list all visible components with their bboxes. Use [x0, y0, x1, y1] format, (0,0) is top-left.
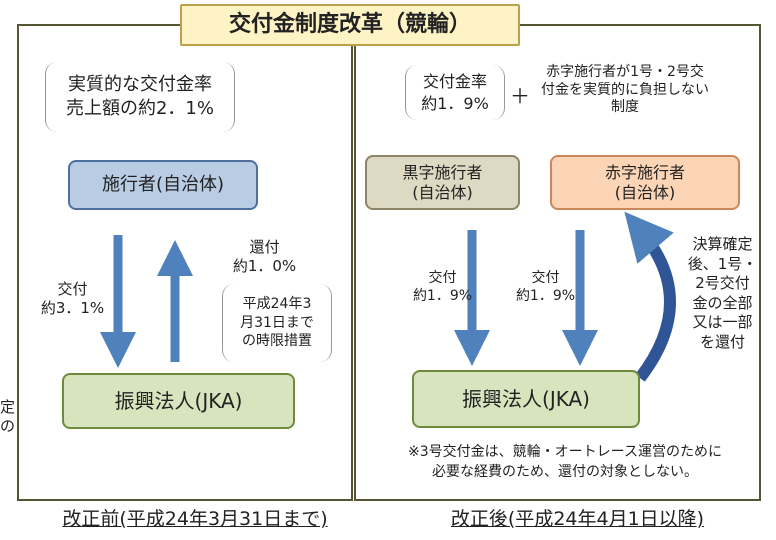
- deficit-label: 交付 約1．9%: [515, 270, 576, 304]
- plus: ＋: [510, 84, 530, 108]
- arrow-refund: [624, 211, 676, 382]
- title: 交付金制度改革（競輪）: [180, 4, 520, 46]
- caption: 改正後(平成24年4月1日以降): [450, 508, 705, 530]
- down-label: 交付 約3．1%: [40, 280, 105, 317]
- deficit-box: 赤字施行者 (自治体): [550, 155, 740, 210]
- edge-fragment: 定 の: [0, 398, 14, 435]
- system-note: 赤字施行者が1号・2号交 付金を実質的に負担しない 制度: [541, 64, 709, 115]
- surplus-box: 黒字施行者 (自治体): [365, 155, 520, 210]
- refund-note: 決算確定 後、1号・ 2号交付 金の全部 又は一部 を還付: [687, 235, 758, 351]
- caption: 改正前(平成24年3月31日まで): [62, 508, 328, 530]
- footnote: ※3号交付金は、競輪・オートレース運営のために 必要な経費のため、還付の対象とし…: [408, 444, 722, 481]
- target-box: 振興法人(JKA): [62, 373, 295, 429]
- source-box: 施行者(自治体): [68, 160, 258, 210]
- time-note: 平成24年3 月31日まで の時限措置: [222, 284, 332, 362]
- rate-note: 実質的な交付金率 売上額の約2．1%: [45, 62, 235, 132]
- surplus-label: 交付 約1．9%: [412, 270, 473, 304]
- rate-note: 交付金率 約1．9%: [405, 65, 505, 120]
- target-box: 振興法人(JKA): [412, 370, 640, 428]
- up-label: 還付 約1．0%: [232, 238, 297, 275]
